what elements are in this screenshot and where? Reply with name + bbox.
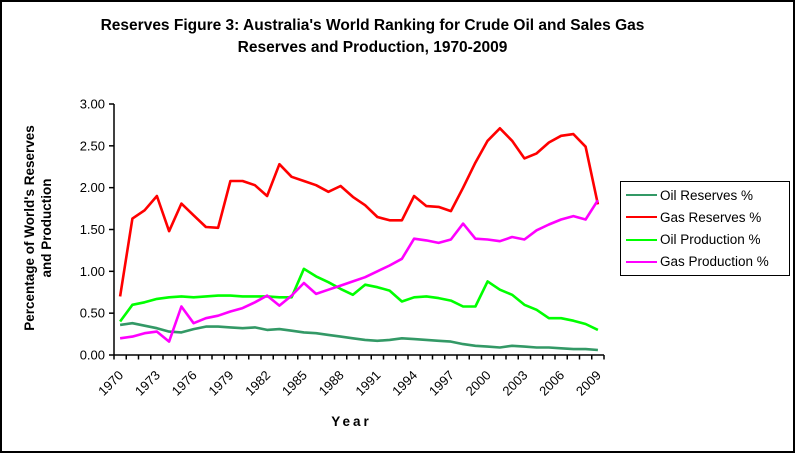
oil-production-line-swatch (626, 238, 657, 241)
x-tick-label: 2003 (499, 368, 530, 399)
legend-item-gas-production: Gas Production % (621, 252, 789, 272)
series-line-oil-production (119, 267, 599, 332)
x-tick-label: 2009 (573, 368, 604, 399)
legend-label: Gas Reserves % (660, 209, 762, 225)
y-tick-label: 2.50 (80, 138, 105, 153)
x-tick-label: 1988 (316, 368, 347, 399)
x-tick-label: 1979 (205, 368, 236, 399)
legend-box: Oil Reserves % Gas Reserves % Oil Produc… (620, 181, 790, 276)
y-tick-label: 3.00 (80, 97, 105, 112)
y-tick-label: 0.50 (80, 306, 105, 321)
legend-item-oil-production: Oil Production % (621, 230, 789, 250)
legend-item-gas-reserves: Gas Reserves % (621, 207, 789, 227)
x-tick-label: 1985 (279, 368, 310, 399)
x-axis-title: Year (331, 414, 372, 429)
y-tick-label: 1.00 (80, 264, 105, 279)
series-line-oil-reserves (119, 321, 598, 352)
x-tick-label: 2000 (463, 368, 494, 399)
legend-label: Gas Production % (660, 254, 769, 270)
y-tick-label: 1.50 (80, 222, 105, 237)
x-tick-label: 1973 (132, 368, 163, 399)
x-tick-label: 2006 (536, 368, 567, 399)
y-tick-label: 0.00 (80, 348, 105, 363)
series-line-gas-reserves (118, 127, 600, 297)
series-line-gas-production (119, 199, 599, 343)
y-tick-label: 2.00 (80, 180, 105, 195)
oil-reserves-line-swatch (626, 194, 657, 197)
gas-reserves-line-swatch (626, 216, 657, 219)
x-tick-label: 1970 (95, 368, 126, 399)
x-tick-label: 1976 (169, 368, 200, 399)
legend-item-oil-reserves: Oil Reserves % (621, 185, 789, 205)
chart-title-line1: Reserves Figure 3: Australia's World Ran… (100, 17, 645, 34)
chart-title-line2: Reserves and Production, 1970-2009 (237, 39, 508, 56)
x-tick-label: 1994 (389, 368, 420, 399)
x-tick-label: 1982 (242, 368, 273, 399)
x-tick-label: 1991 (352, 368, 383, 399)
legend-label: Oil Production % (660, 232, 761, 248)
legend-label: Oil Reserves % (660, 187, 754, 203)
gas-production-line-swatch (626, 260, 657, 263)
chart-title: Reserves Figure 3: Australia's World Ran… (2, 15, 743, 59)
x-tick-label: 1997 (426, 368, 457, 399)
